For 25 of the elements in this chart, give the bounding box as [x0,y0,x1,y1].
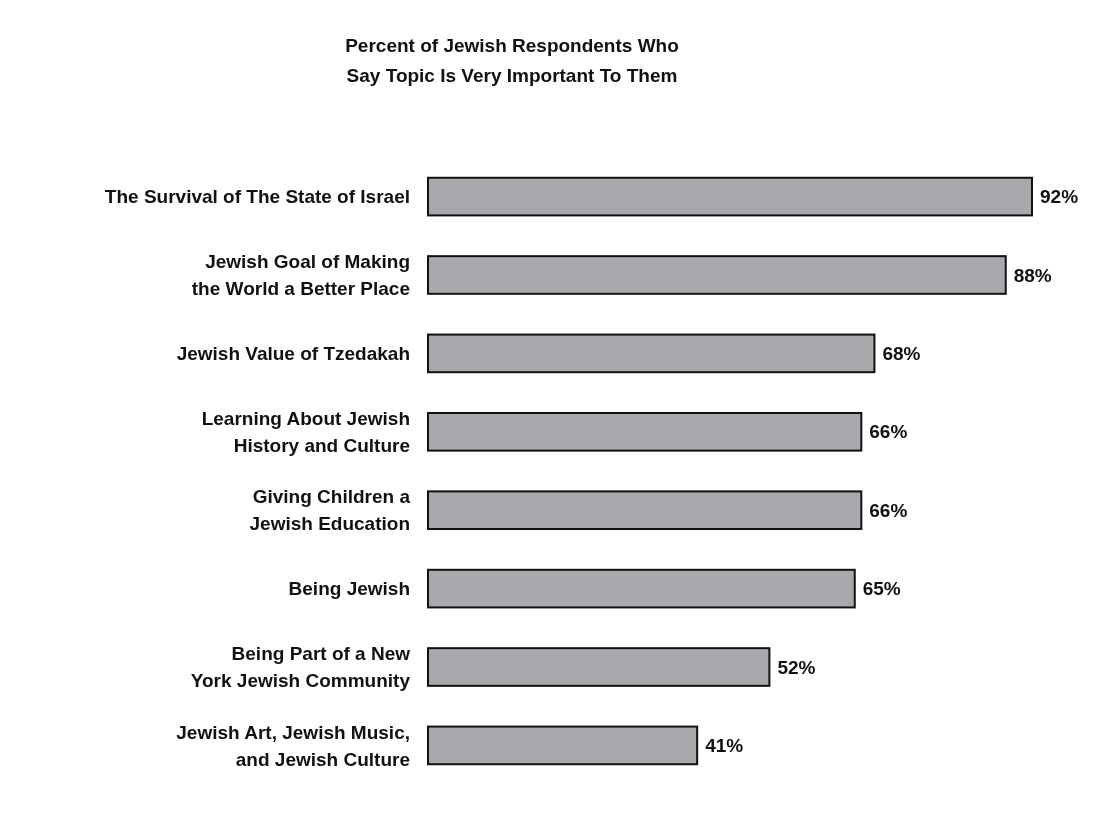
y-tick-label: Being Part of a New York Jewish Community [190,643,411,692]
y-tick-label: Jewish Value of Tzedakah [176,343,410,365]
data-label: 68% [882,343,921,365]
bar [427,411,863,452]
data-label: 92% [1040,186,1079,208]
data-label: 66% [869,421,908,443]
bar [427,333,876,374]
y-tick-label: Jewish Goal of Making the World a Better Place [191,251,410,300]
y-tick-label: Giving Children a Jewish Education [249,486,411,535]
data-label: 41% [705,735,744,757]
data-label: 88% [1013,264,1052,286]
bar [427,176,1033,217]
y-tick-label: Jewish Art, Jewish Music, and Jewish Culture [176,721,410,770]
data-label: 52% [777,656,816,678]
bar [427,647,771,687]
bar [427,725,699,766]
bar [427,490,863,531]
data-label: 65% [862,578,901,600]
bar [427,255,1007,295]
data-label: 66% [869,499,908,521]
y-tick-label: Being Jewish [288,578,410,600]
y-tick-label: The Survival of The State of Israel [104,186,410,208]
y-tick-label: Learning About Jewish History and Culture [201,407,410,456]
bar [427,568,856,609]
chart-title: Percent of Jewish Respondents Who Say Topic Is Very Important To Them [345,34,679,86]
